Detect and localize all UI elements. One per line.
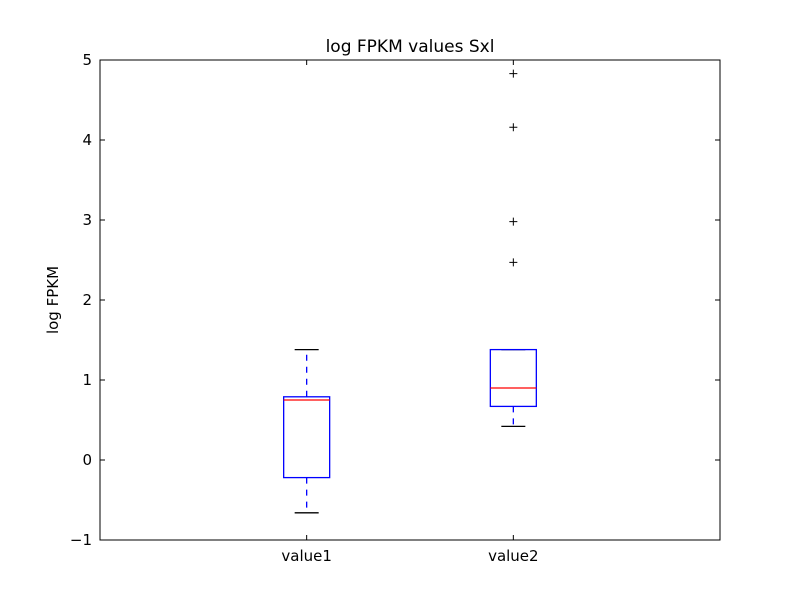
chart-marks: −1 0 1 2 3 4 5 value1 value2 xyxy=(70,51,720,565)
y-axis-label: log FPKM xyxy=(44,266,62,334)
y-tick-label: 5 xyxy=(82,51,92,69)
x-tick-label: value2 xyxy=(488,547,539,565)
plot-area xyxy=(99,59,721,541)
box-iqr xyxy=(283,396,331,479)
outlier-point xyxy=(509,123,518,132)
box-iqr xyxy=(489,348,537,408)
x-tick-label: value1 xyxy=(281,547,332,565)
y-tick-label: 2 xyxy=(82,291,92,309)
y-tick-label: 1 xyxy=(82,371,92,389)
chart-title: log FPKM values Sxl xyxy=(326,37,495,57)
y-tick-label: 3 xyxy=(82,211,92,229)
y-tick-label: −1 xyxy=(70,531,92,549)
outlier-point xyxy=(509,258,518,267)
y-tick-label: 4 xyxy=(82,131,92,149)
y-tick-label: 0 xyxy=(82,451,92,469)
outlier-point xyxy=(509,69,518,78)
outlier-point xyxy=(509,217,518,226)
